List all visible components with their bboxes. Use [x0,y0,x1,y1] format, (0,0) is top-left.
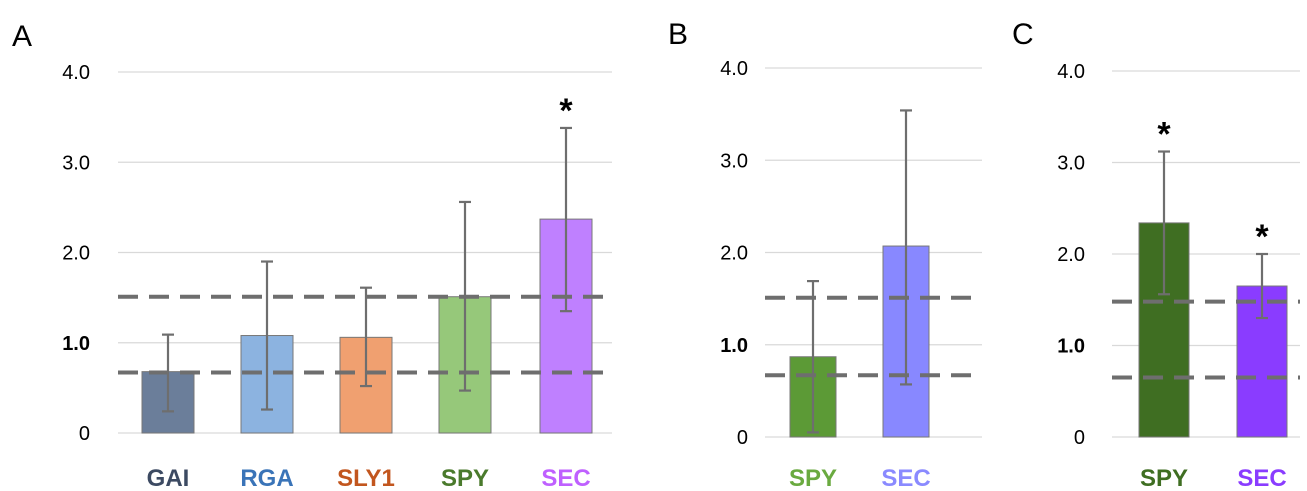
significance-marker: * [1255,218,1269,256]
x-category-label: SEC [541,465,590,491]
x-category-label: SPY [441,465,489,491]
x-category-label: SEC [881,465,930,491]
y-tick-label: 2.0 [720,243,748,265]
chart-panel-a: A 0 1.0 2.0 3.0 4.0 * GAI RGA SLY1 SPY SEC [12,20,612,491]
x-category-label: RGA [240,465,293,491]
y-tick-label: 3.0 [62,152,90,174]
chart-panel-b: B 0 1.0 2.0 3.0 4.0 SPY SEC [668,18,982,491]
x-category-label: GAI [147,465,190,491]
panel-letter: B [668,18,688,51]
x-category-label: SEC [1237,465,1286,491]
y-tick-label: 3.0 [720,150,748,172]
x-category-label: SLY1 [337,465,395,491]
significance-marker: * [1157,116,1171,154]
y-tick-label: 2.0 [62,243,90,265]
y-tick-label: 3.0 [1057,153,1085,175]
significance-marker: * [559,92,573,130]
chart-panel-c: C 0 1.0 2.0 3.0 4.0 * * SPY SEC [1012,18,1300,491]
panel-letter: C [1012,18,1034,51]
y-tick-label: 1.0 [720,335,748,357]
y-tick-label: 4.0 [720,58,748,80]
y-tick-label: 0 [737,427,748,449]
y-tick-label: 0 [79,423,90,445]
x-category-label: SPY [1140,465,1188,491]
y-tick-label: 4.0 [1057,61,1085,83]
y-tick-label: 1.0 [1057,336,1085,358]
y-tick-label: 0 [1074,427,1085,449]
x-category-label: SPY [789,465,837,491]
y-tick-label: 4.0 [62,62,90,84]
panel-letter: A [12,20,32,53]
y-tick-label: 1.0 [62,333,90,355]
y-tick-label: 2.0 [1057,244,1085,266]
